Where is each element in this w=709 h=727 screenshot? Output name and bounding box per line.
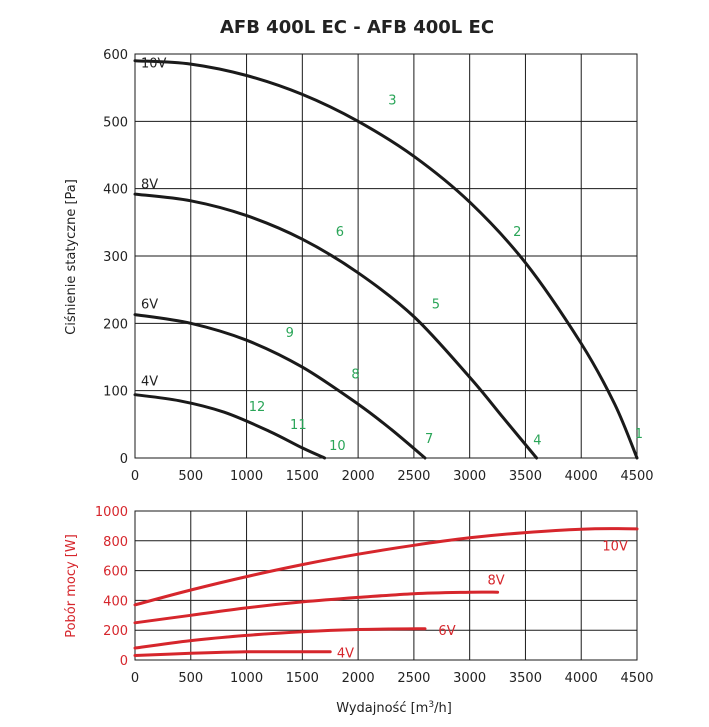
power-curve-8v xyxy=(133,590,500,625)
power-curve-label-8v: 8V xyxy=(488,574,505,589)
pressure-y-tick-label: 100 xyxy=(103,385,128,400)
pressure-x-tick-label: 2500 xyxy=(397,469,430,484)
pressure-curve-label-6v: 6V xyxy=(141,298,158,313)
power-y-tick-label: 600 xyxy=(103,565,128,580)
pressure-y-tick-label: 0 xyxy=(120,452,128,467)
power-frame xyxy=(134,510,638,661)
pressure-y-tick-label: 600 xyxy=(103,48,128,63)
power-y-tick-label: 200 xyxy=(103,624,128,639)
pressure-curve-6v xyxy=(133,313,427,460)
pressure-curve-label-10v: 10V xyxy=(141,56,167,71)
operating-point-label-8: 8 xyxy=(351,368,359,383)
pressure-x-tick-label: 3000 xyxy=(453,469,486,484)
power-y-ticks: 0 200 400 600 800 1000 xyxy=(95,505,128,669)
pressure-grid xyxy=(134,53,638,459)
operating-point-label-4: 4 xyxy=(533,434,541,449)
x-axis-label-end: /h] xyxy=(434,701,452,716)
power-curve-labels: 10V 8V 6V 4V xyxy=(337,539,628,661)
pressure-y-ticks: 0 100 200 300 400 500 600 xyxy=(103,48,128,467)
operating-point-label-11: 11 xyxy=(290,418,307,433)
pressure-y-tick-label: 300 xyxy=(103,250,128,265)
pressure-y-tick-label: 200 xyxy=(103,317,128,332)
pressure-curve-4v xyxy=(133,393,327,460)
power-x-ticks: 0 500 1000 1500 2000 2500 3000 3500 4000 4500 xyxy=(131,671,654,686)
x-axis-label-main: Wydajność [m xyxy=(336,701,428,716)
pressure-curve-label-8v: 8V xyxy=(141,178,158,193)
x-axis-label: Wydajność [m3/h] xyxy=(336,700,452,716)
power-curve-label-4v: 4V xyxy=(337,647,354,662)
power-x-tick-label: 4500 xyxy=(620,671,653,686)
power-plot: 0 500 1000 1500 2000 2500 3000 3500 4000 4500 0 20… xyxy=(64,505,654,716)
pressure-y-axis-label: Ciśnienie statyczne [Pa] xyxy=(64,179,79,335)
operating-point-label-12: 12 xyxy=(249,400,266,415)
pressure-curve-label-4v: 4V xyxy=(141,374,158,389)
power-x-tick-label: 4000 xyxy=(565,671,598,686)
power-y-tick-label: 1000 xyxy=(95,505,128,520)
power-x-tick-label: 1500 xyxy=(286,671,319,686)
power-x-tick-label: 0 xyxy=(131,671,139,686)
pressure-x-tick-label: 0 xyxy=(131,469,139,484)
pressure-y-tick-label: 400 xyxy=(103,183,128,198)
pressure-curve-labels: 10V 8V 6V 4V xyxy=(141,56,167,389)
power-x-tick-label: 2000 xyxy=(342,671,375,686)
pressure-y-tick-label: 500 xyxy=(103,115,128,130)
chart-title: AFB 400L EC - AFB 400L EC xyxy=(220,17,494,38)
pressure-curves xyxy=(133,59,639,460)
power-curve-label-6v: 6V xyxy=(438,624,455,639)
power-curves xyxy=(133,527,639,657)
power-curve-6v xyxy=(133,627,427,650)
pressure-x-tick-label: 500 xyxy=(178,469,203,484)
operating-point-label-7: 7 xyxy=(425,432,433,447)
pressure-x-tick-label: 1000 xyxy=(230,469,263,484)
power-y-tick-label: 0 xyxy=(120,654,128,669)
pressure-x-tick-label: 3500 xyxy=(509,469,542,484)
pressure-curve-10v xyxy=(133,59,639,460)
pressure-x-tick-label: 4000 xyxy=(565,469,598,484)
power-y-tick-label: 400 xyxy=(103,594,128,609)
power-x-tick-label: 1000 xyxy=(230,671,263,686)
power-x-tick-label: 3000 xyxy=(453,671,486,686)
power-y-tick-label: 800 xyxy=(103,535,128,550)
power-x-tick-label: 2500 xyxy=(397,671,430,686)
x-axis-label-sup: 3 xyxy=(428,700,434,710)
power-x-tick-label: 3500 xyxy=(509,671,542,686)
pressure-x-tick-label: 4500 xyxy=(620,469,653,484)
operating-point-label-6: 6 xyxy=(336,225,344,240)
pressure-x-tick-label: 2000 xyxy=(342,469,375,484)
operating-point-label-3: 3 xyxy=(388,94,396,109)
power-x-tick-label: 500 xyxy=(178,671,203,686)
pressure-curve-8v xyxy=(133,192,539,460)
power-curve-label-10v: 10V xyxy=(602,539,628,554)
operating-point-label-9: 9 xyxy=(286,326,294,341)
power-curve-10v xyxy=(133,527,639,607)
power-curve-4v xyxy=(133,650,332,657)
pressure-x-ticks: 0 500 1000 1500 2000 2500 3000 3500 4000 4500 xyxy=(131,469,654,484)
power-grid xyxy=(134,510,638,661)
power-y-axis-label: Pobór mocy [W] xyxy=(64,534,79,638)
pressure-x-tick-label: 1500 xyxy=(286,469,319,484)
operating-point-label-5: 5 xyxy=(432,298,440,313)
operating-point-label-2: 2 xyxy=(513,225,521,240)
operating-point-label-1: 1 xyxy=(635,427,643,442)
operating-point-label-10: 10 xyxy=(329,439,346,454)
pressure-plot: 0 500 1000 1500 2000 2500 3000 3500 4000 4500 010… xyxy=(64,48,654,484)
